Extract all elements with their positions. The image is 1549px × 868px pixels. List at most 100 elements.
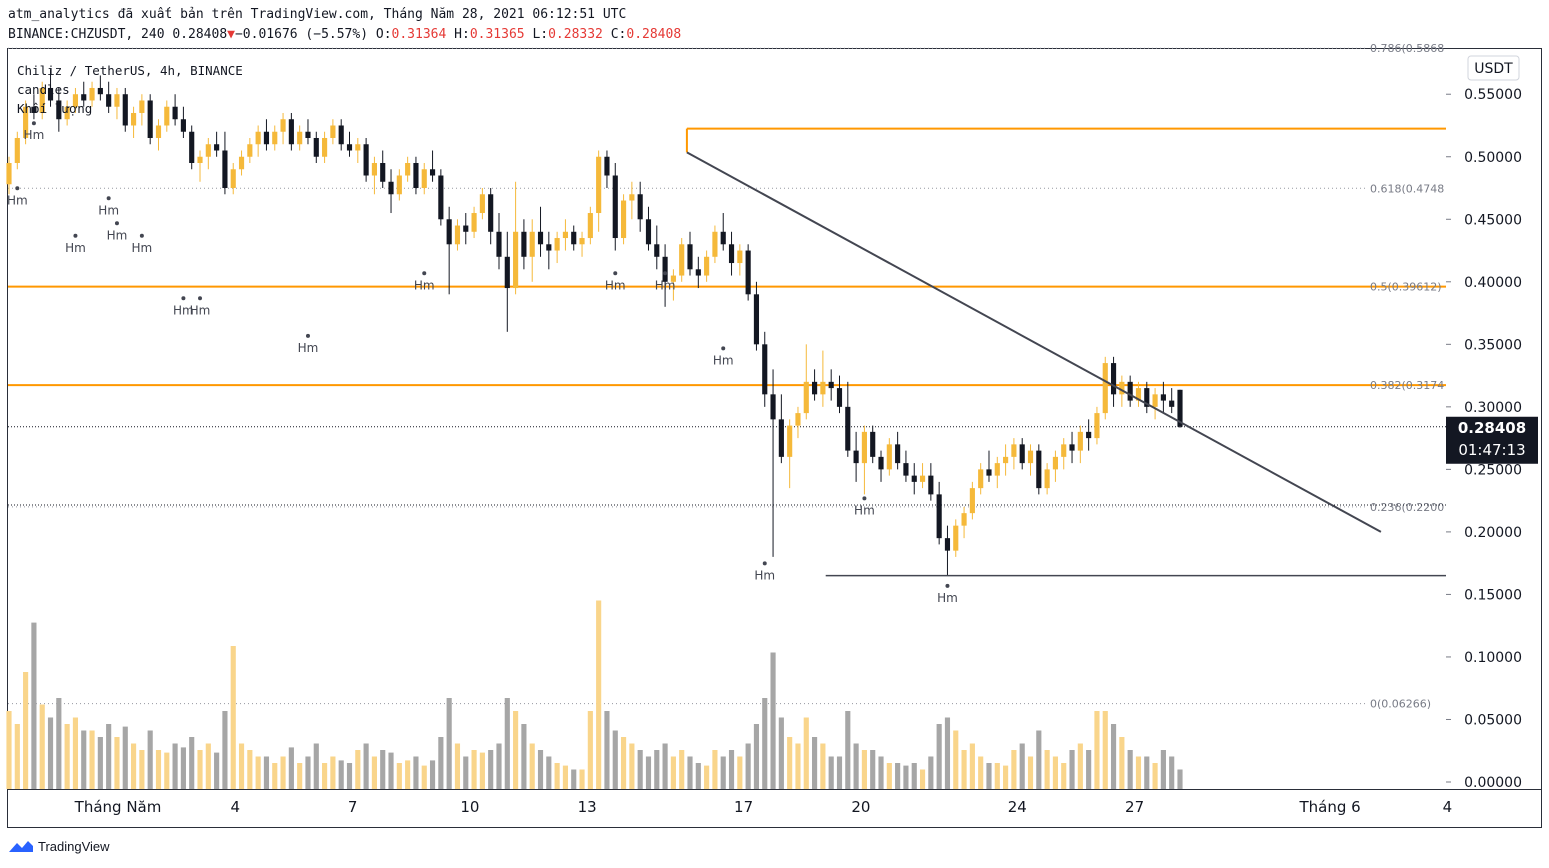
high-value: 0.31365 — [469, 27, 525, 42]
candle-body — [1086, 431, 1092, 439]
candle-body — [637, 194, 643, 220]
candle-body — [903, 463, 909, 476]
volume-bar — [388, 752, 394, 789]
candle-body — [139, 100, 145, 113]
volume-bar — [1077, 743, 1083, 789]
low-marker-label: Hm — [414, 278, 435, 292]
volume-bar — [1052, 756, 1058, 789]
candle-body — [488, 194, 494, 232]
volume-bar — [803, 717, 809, 789]
candle-body — [1003, 456, 1009, 464]
low-marker-dot — [15, 186, 20, 191]
low-marker-dot — [305, 333, 310, 338]
footer-brand[interactable]: TradingView — [8, 838, 110, 854]
volume-bar — [47, 717, 54, 789]
candle-body — [828, 381, 834, 389]
close-label: C: — [610, 27, 627, 42]
volume-bar — [895, 763, 901, 789]
brand-label: TradingView — [38, 838, 110, 854]
low-marker-dot — [106, 196, 111, 201]
legend-candles[interactable]: candles — [17, 82, 70, 97]
volume-bar — [994, 763, 1000, 789]
volume-bar — [969, 743, 975, 789]
volume-bar — [529, 743, 535, 789]
candle-body — [172, 106, 178, 120]
volume-bar — [1061, 763, 1067, 789]
volume-bar — [953, 730, 959, 789]
candle-body — [313, 137, 319, 157]
candle-body — [89, 87, 95, 101]
candle-body — [263, 131, 270, 145]
volume-bar — [1044, 750, 1050, 789]
volume-bar — [1119, 737, 1125, 789]
candle-body — [1135, 388, 1142, 401]
low-marker-dot — [73, 233, 78, 238]
volume-bar — [297, 763, 303, 789]
low-marker-label: Hm — [937, 591, 958, 605]
candle-body — [745, 250, 751, 295]
candle-body — [454, 225, 461, 245]
volume-bar — [662, 743, 668, 789]
candle-body — [1027, 450, 1034, 464]
candle-body — [612, 175, 618, 239]
candle-body — [1061, 444, 1067, 457]
low-marker-dot — [198, 296, 203, 301]
volume-bar — [1135, 756, 1142, 789]
candle-body — [978, 469, 984, 489]
volume-bar — [1102, 711, 1108, 789]
fib-level-label: 0.382(0.3174 — [1370, 379, 1444, 392]
volume-bar — [670, 756, 676, 789]
candle-body — [604, 156, 610, 176]
volume-bar — [1019, 743, 1025, 789]
candle-body — [388, 181, 394, 195]
candle-body — [429, 169, 436, 176]
candle-body — [81, 94, 87, 101]
candle-body — [878, 456, 884, 470]
volume-bar — [861, 750, 867, 789]
volume-bar — [322, 763, 328, 789]
x-tick-label: 17 — [734, 798, 753, 816]
y-tick-label: 0.00000 — [1464, 775, 1522, 791]
y-tick-label: 0.55000 — [1464, 87, 1522, 103]
volume-bar — [371, 756, 377, 789]
candle-body — [770, 394, 776, 420]
x-tick-label: 24 — [1008, 798, 1027, 816]
legend-symbol[interactable]: Chiliz / TetherUS, 4h, BINANCE — [17, 63, 243, 78]
x-tick-label: 10 — [460, 798, 479, 816]
volume-bar — [64, 724, 70, 789]
candle-body — [936, 494, 942, 539]
candle-body — [820, 381, 826, 395]
volume-bar — [164, 752, 170, 789]
candle-body — [205, 144, 211, 157]
volume-bar — [255, 756, 261, 789]
candle-body — [405, 163, 411, 176]
candle-body — [1160, 394, 1166, 401]
candle-body — [537, 231, 544, 245]
candle-body — [1052, 456, 1058, 470]
candle-body — [845, 406, 851, 451]
volume-bar — [1086, 750, 1092, 789]
candle-body — [662, 256, 668, 282]
volume-bar — [704, 765, 710, 789]
candle-body — [64, 106, 70, 120]
candle-body — [114, 94, 120, 107]
candle-body — [330, 125, 336, 138]
candle-body — [272, 131, 278, 145]
candle-body — [571, 231, 577, 245]
candle-body — [463, 225, 469, 232]
low-marker-dot — [762, 561, 767, 566]
candle-body — [446, 219, 452, 245]
candle-body — [853, 450, 859, 464]
low-marker-label: Hm — [655, 278, 676, 292]
legend-volume[interactable]: Khối lượng — [17, 101, 93, 116]
volume-bar — [604, 711, 610, 789]
x-tick-label: 20 — [851, 798, 870, 816]
volume-bar — [537, 750, 544, 789]
candle-body — [579, 238, 585, 245]
candle-body — [919, 475, 926, 482]
candle-body — [197, 156, 203, 164]
candle-body — [836, 388, 843, 407]
volume-bar — [521, 724, 527, 789]
volume-bar — [1152, 763, 1158, 789]
